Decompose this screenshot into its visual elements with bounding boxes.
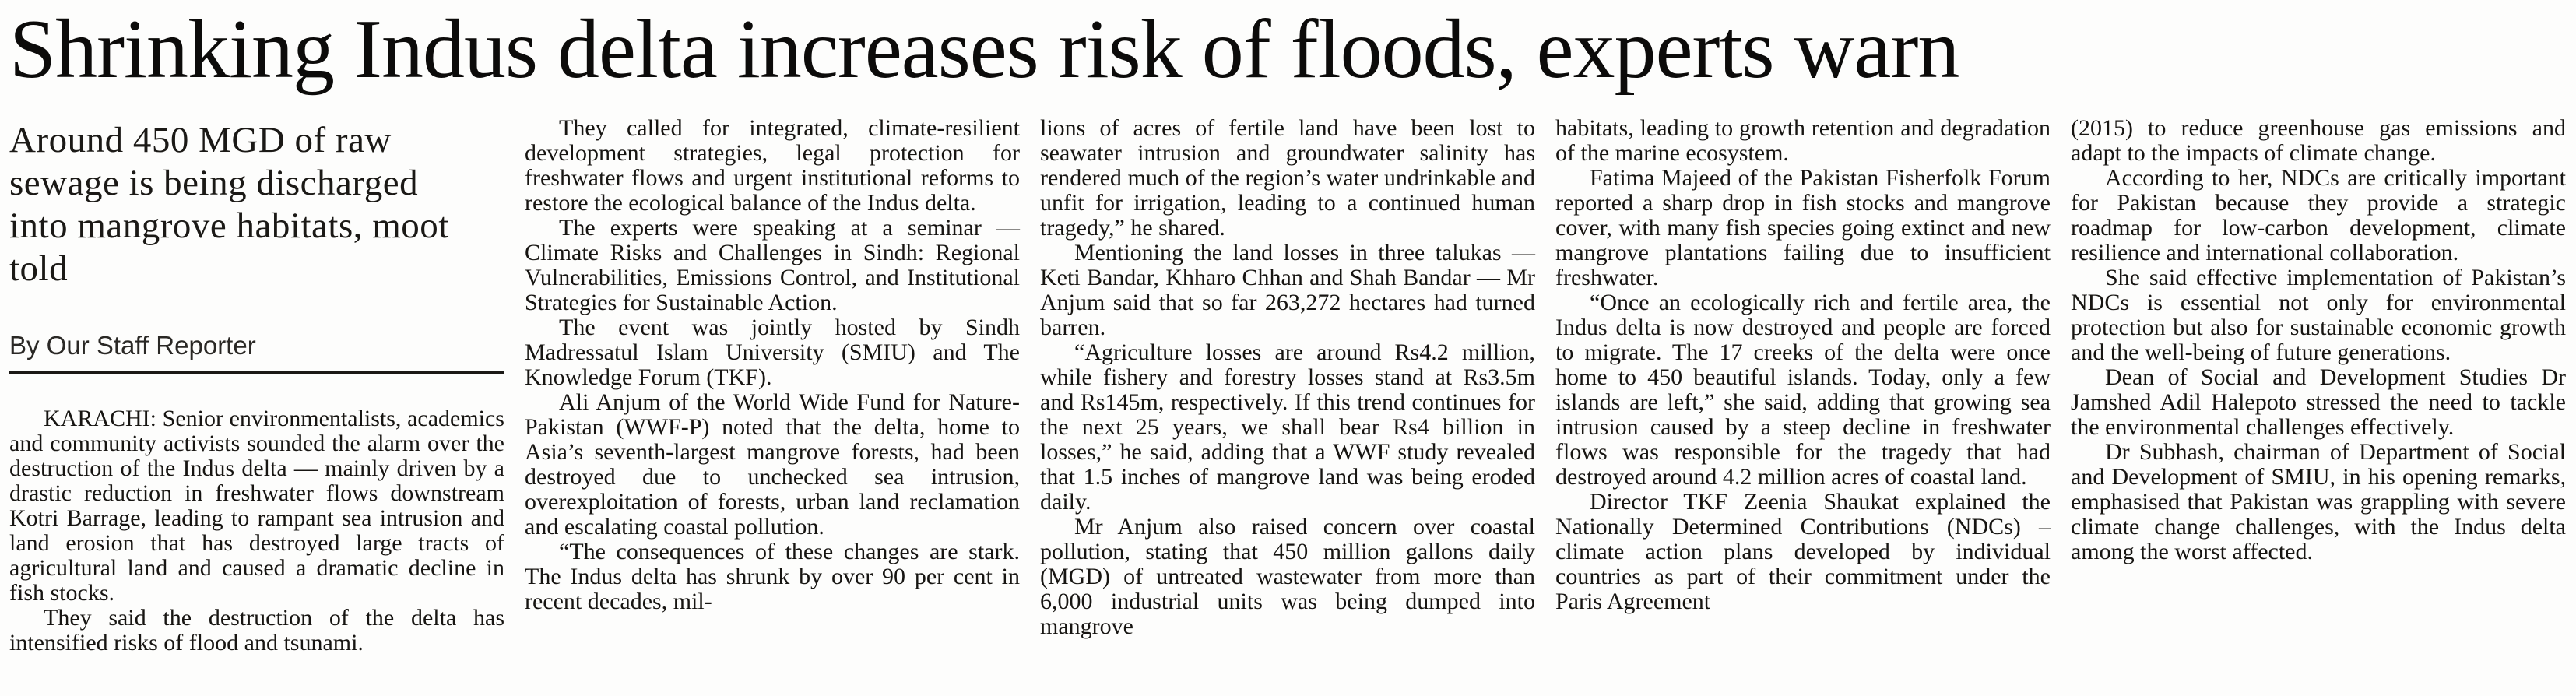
column-1: Around 450 MGD of raw sewage is being di… [9, 116, 504, 656]
article-columns: Around 450 MGD of raw sewage is being di… [9, 114, 2567, 656]
column-body-4: habitats, leading to growth retention an… [1555, 114, 2051, 614]
column-body-5: (2015) to reduce greenhouse gas emission… [2071, 114, 2566, 564]
paragraph: Fatima Majeed of the Pakistan Fisherfolk… [1555, 164, 2051, 290]
paragraph: They called for integrated, climate-resi… [525, 114, 1020, 216]
byline-rule [9, 371, 504, 374]
paragraph: She said effective implementation of Pak… [2071, 264, 2566, 365]
column-4: habitats, leading to growth retention an… [1555, 114, 2051, 614]
column-3: lions of acres of fertile land have been… [1040, 114, 1535, 639]
headline: Shrinking Indus delta increases risk of … [9, 5, 1959, 96]
byline: By Our Staff Reporter [9, 330, 256, 360]
column-5: (2015) to reduce greenhouse gas emission… [2071, 114, 2566, 564]
paragraph: The event was jointly hosted by Sindh Ma… [525, 314, 1020, 390]
paragraph: “Once an ecologically rich and fertile a… [1555, 289, 2051, 490]
paragraph: “The consequences of these changes are s… [525, 538, 1020, 614]
paragraph: “Agriculture losses are around Rs4.2 mil… [1040, 339, 1535, 515]
paragraph: Ali Anjum of the World Wide Fund for Nat… [525, 388, 1020, 540]
paragraph: According to her, NDCs are critically im… [2071, 164, 2566, 265]
paragraph: lions of acres of fertile land have been… [1040, 114, 1535, 241]
standfirst: Around 450 MGD of raw sewage is being di… [9, 119, 449, 289]
paragraph: Dr Subhash, chairman of Department of So… [2071, 438, 2566, 564]
paragraph: Mentioning the land losses in three talu… [1040, 239, 1535, 340]
paragraph: KARACHI: Senior environmentalists, acade… [9, 405, 504, 606]
column-2: They called for integrated, climate-resi… [525, 114, 1020, 614]
column-body-2: They called for integrated, climate-resi… [525, 114, 1020, 614]
paragraph: Director TKF Zeenia Shaukat explained th… [1555, 488, 2051, 614]
column-body-3: lions of acres of fertile land have been… [1040, 114, 1535, 639]
paragraph: (2015) to reduce greenhouse gas emission… [2071, 114, 2566, 166]
paragraph: habitats, leading to growth retention an… [1555, 114, 2051, 166]
paragraph: Dean of Social and Development Studies D… [2071, 364, 2566, 440]
paragraph: Mr Anjum also raised concern over coasta… [1040, 513, 1535, 639]
paragraph: The experts were speaking at a seminar —… [525, 214, 1020, 315]
paragraph: They said the destruction of the delta h… [9, 604, 504, 656]
column-body-1: KARACHI: Senior environmentalists, acade… [9, 406, 504, 656]
